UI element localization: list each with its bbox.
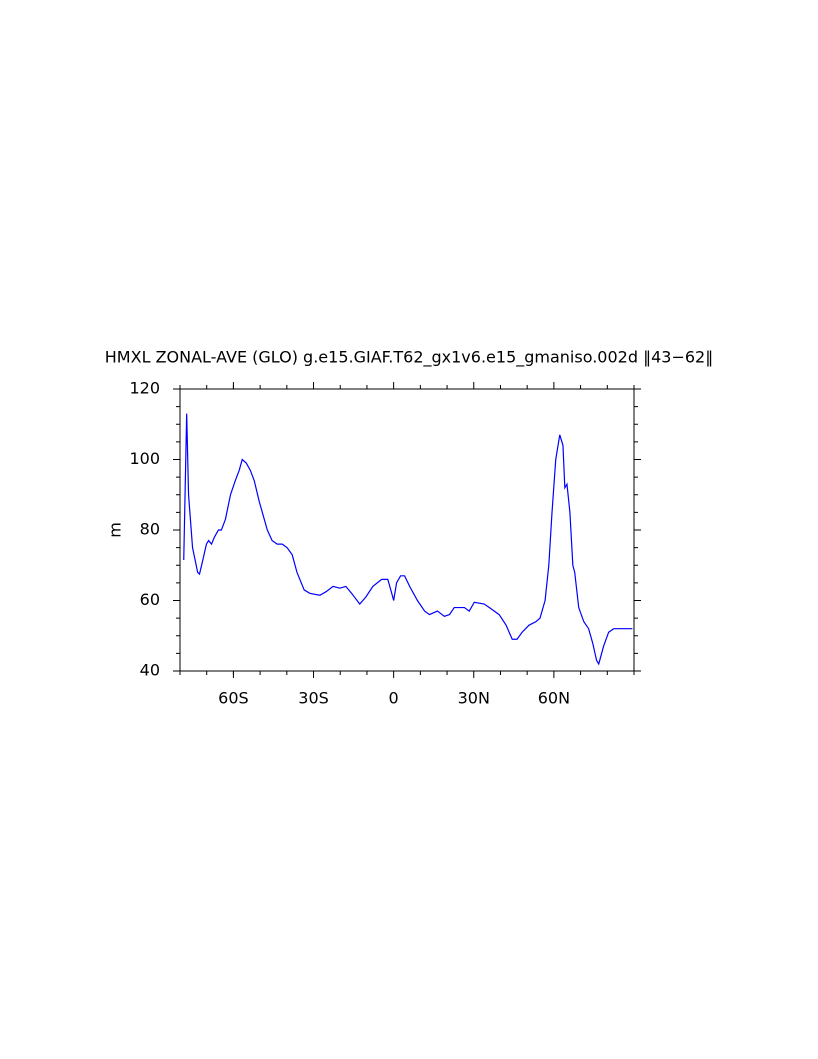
data-line [183,413,633,666]
x-tick-label: 0 [389,689,399,708]
x-tick-label: 60S [218,689,249,708]
x-tick-label: 30N [458,689,490,708]
y-tick-label: 80 [140,520,160,539]
chart-title: HMXL ZONAL-AVE (GLO) g.e15.GIAF.T62_gx1v… [105,348,713,368]
y-tick-label: 40 [140,661,160,680]
y-axis-label: m [106,522,125,538]
x-tick-label: 60N [538,689,570,708]
plot-frame [179,388,635,672]
y-tick-label: 120 [129,379,160,398]
y-tick-label: 100 [129,449,160,468]
x-tick-label: 30S [298,689,329,708]
y-tick-label: 60 [140,590,160,609]
